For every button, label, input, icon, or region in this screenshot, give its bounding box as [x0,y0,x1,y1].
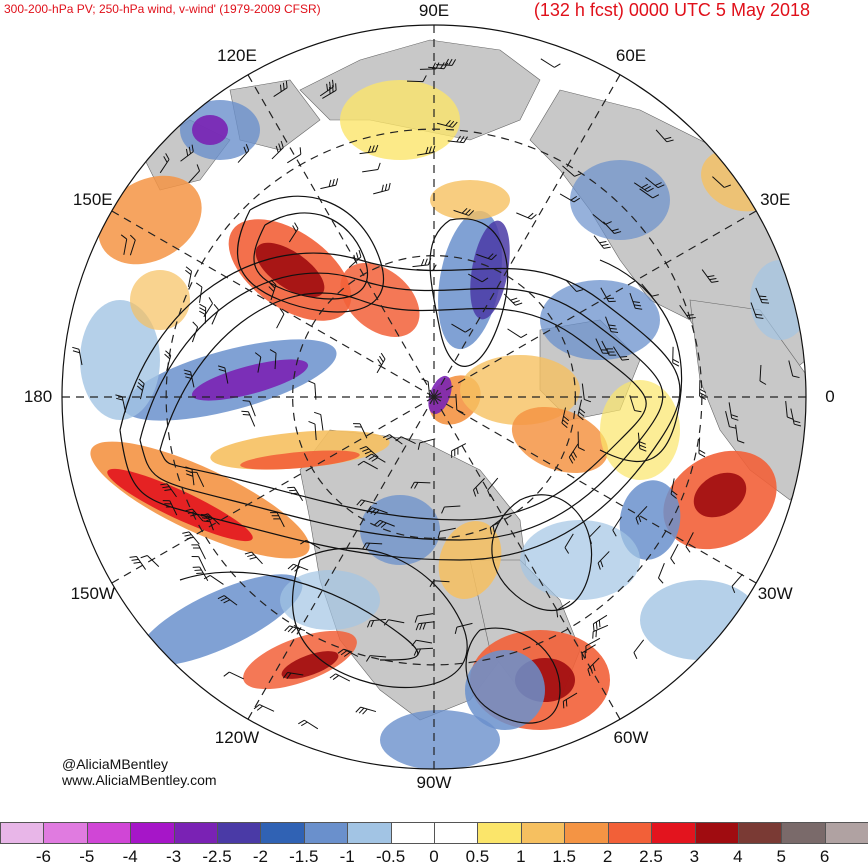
lon-label-90w: 90W [417,773,452,793]
lon-label-180: 180 [24,387,52,407]
colorbar-swatch [781,822,825,844]
colorbar-label: -2.5 [202,847,231,867]
map-panel: 90E 60E 30E 0 30W 60W 90W 120W 150W 180 150E 120E @… [0,0,868,815]
colorbar [0,822,868,844]
lon-label-150w: 150W [71,584,115,604]
colorbar-label: -6 [36,847,51,867]
colorbar-swatch [825,822,868,844]
colorbar-label: -1 [340,847,355,867]
colorbar-label: -5 [79,847,94,867]
colorbar-label: 0.5 [466,847,490,867]
colorbar-label: -0.5 [376,847,405,867]
lon-label-150e: 150E [73,190,113,210]
lon-label-60e: 60E [616,46,646,66]
colorbar-label: 1 [516,847,525,867]
colorbar-label: 2 [603,847,612,867]
colorbar-label: 6 [820,847,829,867]
colorbar-swatch [347,822,391,844]
map-disc [0,0,868,815]
colorbar-swatch [87,822,131,844]
colorbar-label: 5 [776,847,785,867]
colorbar-swatch [260,822,304,844]
colorbar-swatch [130,822,174,844]
colorbar-label: 2.5 [639,847,663,867]
lon-label-30w: 30W [758,584,793,604]
colorbar-label: 0 [429,847,438,867]
lon-label-120w: 120W [215,728,259,748]
credit-handle: @AliciaMBentley [62,756,168,772]
colorbar-labels: -6 -5 -4 -3 -2.5 -2 -1.5 -1 -0.5 0 0.5 1 1.5 2 2.5 3 4 5 6 [0,847,868,865]
colorbar-label: -3 [166,847,181,867]
colorbar-swatch [738,822,782,844]
colorbar-swatch [304,822,348,844]
colorbar-swatch [43,822,87,844]
lon-label-120e: 120E [217,46,257,66]
colorbar-label: -1.5 [289,847,318,867]
colorbar-swatch [0,822,44,844]
colorbar-swatch [217,822,261,844]
colorbar-swatch [434,822,478,844]
lon-label-0: 0 [825,387,834,407]
colorbar-label: 1.5 [552,847,576,867]
polar-map [0,0,868,815]
colorbar-swatch [564,822,608,844]
colorbar-label: 4 [733,847,742,867]
colorbar-label: -4 [123,847,138,867]
lon-label-60w: 60W [614,728,649,748]
colorbar-label: -2 [253,847,268,867]
colorbar-swatch [477,822,521,844]
colorbar-label: 3 [690,847,699,867]
lon-label-90e: 90E [419,1,449,21]
lon-label-30e: 30E [760,190,790,210]
colorbar-swatch [695,822,739,844]
credit-website: www.AliciaMBentley.com [62,772,217,788]
colorbar-swatch [174,822,218,844]
colorbar-swatch [521,822,565,844]
colorbar-swatch [651,822,695,844]
colorbar-swatch [391,822,435,844]
colorbar-swatch [608,822,652,844]
